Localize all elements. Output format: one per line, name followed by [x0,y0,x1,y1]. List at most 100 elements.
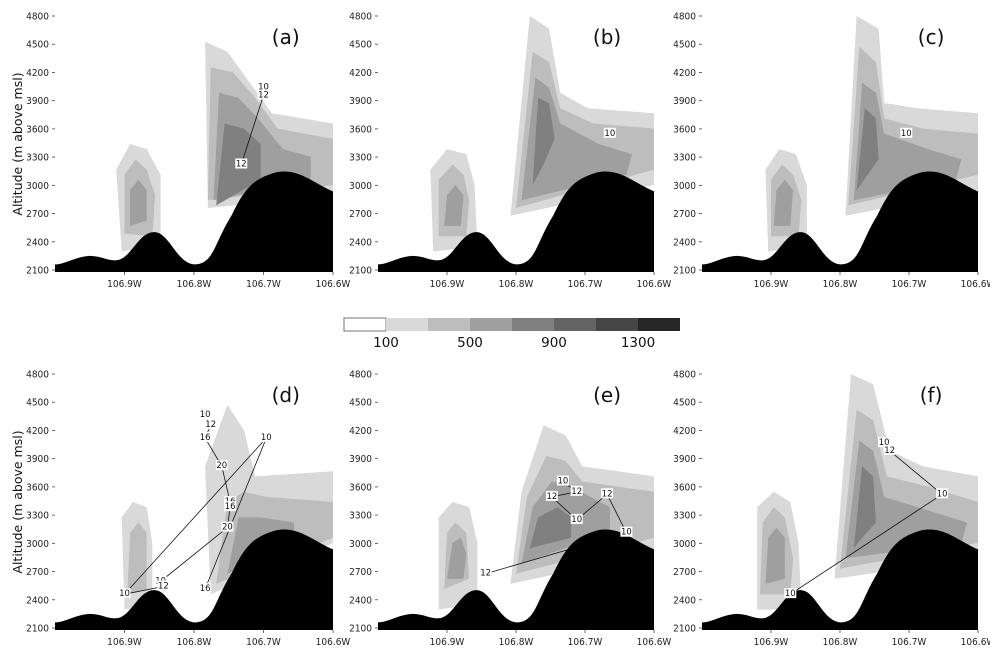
x-tick-label: 106.6W [316,279,351,290]
panel-b: 10 4800 4500 4200 3900 3600 3300 3000 2700 2400 21… [349,12,671,291]
contour-label: 12 [236,159,247,169]
y-tick-label: 3000 [673,181,696,192]
y-tick-label: 2700 [349,567,372,578]
contour-label: 16 [200,584,211,594]
colorbar-swatch [343,317,387,332]
contour-label: 10 [901,129,912,139]
contour-label-bg [936,488,949,499]
x-tick-label: 106.8W [177,637,212,648]
contour-label-bg [479,567,492,578]
y-tick-label: 4200 [673,426,696,437]
contour-label-bg [154,575,167,586]
y-tick-label: 3600 [673,482,696,493]
y-tick-label: 4800 [673,370,696,381]
y-tick-label: 4800 [673,12,696,23]
y-tick-label: 2700 [349,209,372,220]
x-tick-label: 106.6W [637,637,672,648]
y-tick-label: 2100 [349,266,372,277]
x-tick-label: 106.6W [637,279,672,290]
field-contour-6 [856,108,879,191]
y-tick-label: 3600 [673,124,696,135]
y-tick-label: 4200 [349,426,372,437]
y-tick-label: 2400 [349,237,372,248]
y-tick-label: 4500 [673,398,696,409]
y-tick-label: 4200 [349,68,372,79]
contour-label-bg [257,89,270,100]
field-contour-2 [773,179,794,226]
contour-label-bg [199,432,212,442]
contour-label: 12 [205,420,216,430]
colorbar-swatch [428,318,470,331]
y-tick-label: 3900 [673,454,696,465]
colorbar-label: 1300 [621,335,655,351]
y-tick-label: 3900 [349,96,372,107]
field-contour-6 [532,97,555,185]
y-tick-label: 3900 [673,96,696,107]
x-tick-label: 106.7W [892,637,927,648]
x-tick-label: 106.8W [823,637,858,648]
field-contour-5 [853,82,962,201]
field-contour-2 [447,537,467,579]
y-tick-label: 3600 [26,124,49,135]
colorbar-swatch [638,318,680,331]
panel-label: (e) [593,383,621,407]
contour-label-bg [601,488,614,499]
contour-label-bg [204,419,217,430]
panel-label: (f) [920,383,943,407]
x-tick-label: 106.9W [107,279,142,290]
field-contour-2 [444,185,464,226]
x-tick-label: 106.9W [107,637,142,648]
contour-label-bg [199,408,212,419]
y-tick-label: 3000 [673,539,696,550]
y-tick-label: 2700 [26,567,49,578]
field-contour-6 [529,507,572,549]
y-tick-label: 2400 [673,595,696,606]
contour-label-bg [883,444,896,455]
colorbar-label: 500 [457,335,483,351]
contour-label: 10 [261,433,272,443]
panel-c: 10 4800 4500 4200 3900 3600 3300 3000 2700 2400 21… [673,12,990,291]
contour-label-bg [878,437,891,448]
contour-label-bg [224,501,237,512]
contour-label-bg [545,490,558,501]
contour-label: 20 [222,523,233,533]
x-tick-label: 106.9W [430,279,465,290]
y-tick-label: 3000 [349,181,372,192]
y-tick-label: 4800 [349,370,372,381]
y-tick-label: 2700 [673,567,696,578]
y-tick-label: 3900 [349,454,372,465]
y-tick-label: 2400 [26,595,49,606]
contour-label: 16 [200,433,211,443]
contour-label: 10 [558,477,569,487]
x-tick-label: 106.8W [499,279,534,290]
y-tick-label: 2700 [673,209,696,220]
panel-e: 1012121012101248004500420039003600330030… [349,370,671,649]
x-tick-label: 106.7W [246,279,281,290]
contour-label-bg [784,588,797,599]
contour-label: 10 [785,589,796,599]
contour-label: 10 [571,515,582,525]
y-tick-label: 3900 [26,96,49,107]
y-tick-label: 4500 [26,40,49,51]
contour-label: 10 [604,129,615,139]
contour-label-bg [570,485,583,496]
y-tick-label: 2400 [349,595,372,606]
x-tick-label: 106.6W [316,637,351,648]
colorbar-swatch [512,318,554,331]
y-tick-label: 2100 [349,624,372,635]
y-tick-label: 4500 [26,398,49,409]
x-tick-label: 106.9W [430,637,465,648]
colorbar-swatch [470,318,512,331]
y-tick-label: 3600 [349,124,372,135]
y-tick-label: 2100 [26,266,49,277]
y-tick-label: 3900 [26,454,49,465]
y-tick-label: 2400 [673,237,696,248]
contour-label-bg [118,588,131,599]
field-contour-1 [127,522,147,595]
contour-label-bg [556,475,569,486]
field-contour-2 [765,527,785,584]
contour-label-bg [257,81,270,92]
contour-label: 12 [258,90,269,100]
contour-label-bg [235,158,248,169]
